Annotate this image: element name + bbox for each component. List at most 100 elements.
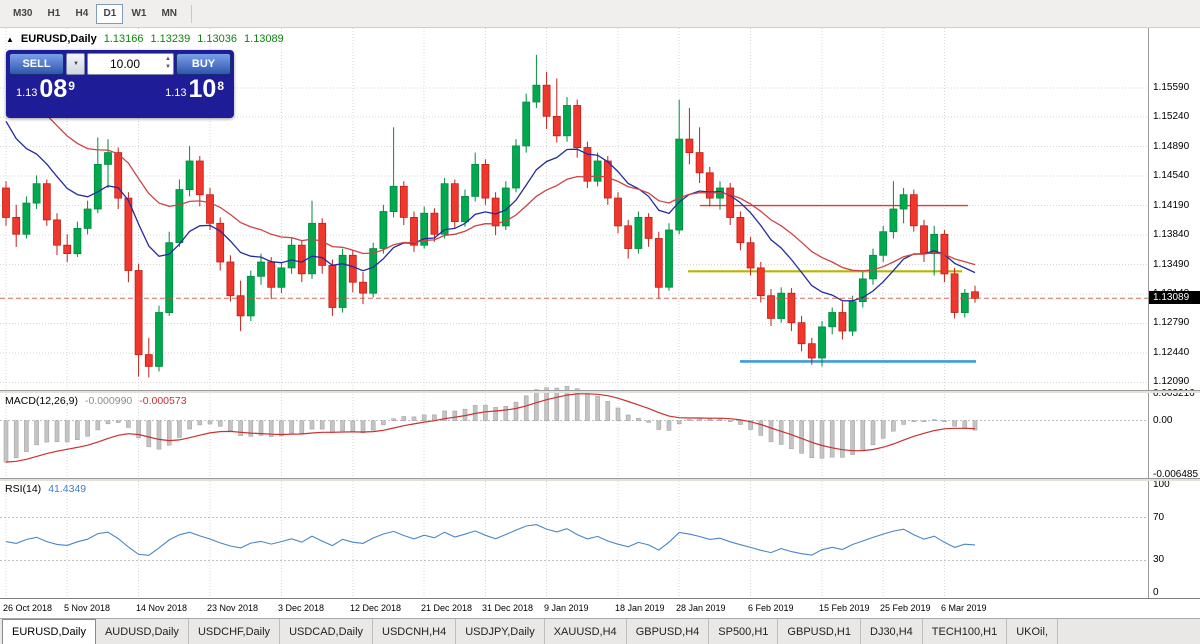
chart-tab-usdjpy-daily[interactable]: USDJPY,Daily <box>456 619 545 644</box>
candle <box>165 231 174 316</box>
candle <box>410 211 418 252</box>
volume-stepper[interactable]: ▲ ▼ <box>165 55 171 71</box>
macd-scale-label: 0.003216 <box>1153 388 1195 399</box>
candle <box>471 152 480 202</box>
candle <box>420 206 429 249</box>
price-chart-canvas[interactable] <box>0 28 1148 598</box>
candle <box>2 181 10 226</box>
timeframe-button-d1[interactable]: D1 <box>96 3 124 24</box>
candle <box>206 188 214 230</box>
chart-tab-ukoil-[interactable]: UKOil, <box>1007 619 1058 644</box>
price-scale-label: 1.12090 <box>1153 376 1190 387</box>
sell-button[interactable]: SELL <box>9 53 64 75</box>
date-label: 12 Dec 2018 <box>350 603 402 613</box>
rsi-scale-label: 100 <box>1153 479 1170 490</box>
ohlc-high: 1.13239 <box>150 33 191 45</box>
chart-tab-usdcnh-h4[interactable]: USDCNH,H4 <box>373 619 457 644</box>
timeframe-button-m30[interactable]: M30 <box>6 4 39 24</box>
candle <box>522 93 531 153</box>
candle <box>195 156 204 207</box>
candle <box>828 307 837 335</box>
candle <box>104 139 112 188</box>
price-scale-label: 1.13490 <box>1153 259 1190 270</box>
grid-layer <box>0 28 1148 598</box>
candle <box>654 231 663 300</box>
chart-tab-usdcad-daily[interactable]: USDCAD,Daily <box>280 619 374 644</box>
volume-dropdown-button[interactable]: ▼ <box>66 53 85 75</box>
candle <box>12 204 21 247</box>
ohlc-low: 1.13036 <box>197 33 238 45</box>
date-label: 3 Dec 2018 <box>278 603 325 613</box>
chart-tab-gbpusd-h4[interactable]: GBPUSD,H4 <box>627 619 710 644</box>
date-axis[interactable]: 26 Oct 2018 5 Nov 2018 14 Nov 2018 23 Nov 2… <box>0 598 1200 618</box>
buy-price-pips: 10 <box>188 75 217 103</box>
candle <box>461 189 469 227</box>
candle <box>257 253 265 285</box>
volume-field[interactable]: 10.00 ▲ ▼ <box>87 53 174 75</box>
candle <box>899 188 908 224</box>
spin-down-icon[interactable]: ▼ <box>165 64 171 70</box>
macd-value-signal: -0.000573 <box>139 395 187 407</box>
trade-panel-prices: 1.13 08 9 1.13 10 8 <box>6 75 234 102</box>
volume-value[interactable]: 10.00 <box>110 57 141 71</box>
candle <box>93 137 102 214</box>
candle <box>726 182 735 225</box>
ma-slow-line <box>5 77 976 272</box>
candle <box>573 99 582 158</box>
date-label: 23 Nov 2018 <box>207 603 259 613</box>
candle <box>124 192 133 283</box>
symbol-label: EURUSD,Daily <box>20 33 97 45</box>
trade-panel-controls: SELL ▼ 10.00 ▲ ▼ BUY <box>6 50 234 75</box>
timeframe-buttons: M30 H1 H4 D1 W1 MN <box>6 3 185 24</box>
timeframe-button-h1[interactable]: H1 <box>40 4 67 24</box>
candle <box>736 211 745 251</box>
ohlc-close: 1.13089 <box>244 33 284 45</box>
date-label: 26 Oct 2018 <box>3 603 53 613</box>
candle <box>593 152 602 187</box>
candle <box>481 159 490 205</box>
chart-tabs-bar: EURUSD,Daily AUDUSD,Daily USDCHF,Daily USDC… <box>0 618 1200 644</box>
candle <box>134 263 143 377</box>
candle <box>267 257 276 300</box>
candle <box>175 179 184 247</box>
chart-tab-eurusd-daily[interactable]: EURUSD,Daily <box>2 619 96 644</box>
price-scale[interactable]: 1.15590 1.15240 1.14890 1.14540 1.14190 1.138… <box>1148 28 1200 598</box>
chart-area[interactable]: ▲ EURUSD,Daily 1.13166 1.13239 1.13036 1… <box>0 28 1148 598</box>
chevron-down-icon: ▼ <box>73 61 79 67</box>
date-label: 15 Feb 2019 <box>819 603 870 613</box>
candle <box>634 211 643 254</box>
chart-tab-gbpusd-h1[interactable]: GBPUSD,H1 <box>778 619 861 644</box>
price-scale-label: 1.12790 <box>1153 317 1190 328</box>
date-label: 18 Jan 2019 <box>615 603 665 613</box>
rsi-line <box>5 524 976 556</box>
candle <box>858 272 867 308</box>
candle <box>83 200 92 235</box>
candle <box>22 196 31 239</box>
chart-tab-tech100-h1[interactable]: TECH100,H1 <box>923 619 1008 644</box>
chart-tab-audusd-daily[interactable]: AUDUSD,Daily <box>96 619 189 644</box>
timeframe-button-w1[interactable]: W1 <box>124 4 153 24</box>
chart-tab-dj30-h4[interactable]: DJ30,H4 <box>861 619 923 644</box>
candle <box>348 250 357 293</box>
rsi-scale-label: 30 <box>1153 554 1165 565</box>
panel-separator[interactable] <box>0 478 1200 481</box>
candle <box>838 301 847 340</box>
one-click-trading-panel: SELL ▼ 10.00 ▲ ▼ BUY 1.13 08 9 1.13 10 8 <box>6 50 234 118</box>
chart-tab-sp500-h1[interactable]: SP500,H1 <box>709 619 779 644</box>
timeframe-button-h4[interactable]: H4 <box>68 4 95 24</box>
timeframe-button-mn[interactable]: MN <box>154 4 184 24</box>
candle <box>155 305 163 372</box>
horizontal-lines-layer[interactable] <box>688 204 976 363</box>
candle <box>226 255 235 302</box>
candle <box>756 262 765 303</box>
candle <box>879 225 888 262</box>
date-label: 21 Dec 2018 <box>421 603 473 613</box>
panel-separator[interactable] <box>0 390 1200 393</box>
candle <box>797 315 806 352</box>
chart-tab-usdchf-daily[interactable]: USDCHF,Daily <box>189 619 281 644</box>
chart-tab-xauusd-h4[interactable]: XAUUSD,H4 <box>545 619 627 644</box>
candle <box>909 189 918 232</box>
spin-up-icon[interactable]: ▲ <box>165 56 171 62</box>
buy-button[interactable]: BUY <box>176 53 231 75</box>
candle <box>777 287 786 323</box>
